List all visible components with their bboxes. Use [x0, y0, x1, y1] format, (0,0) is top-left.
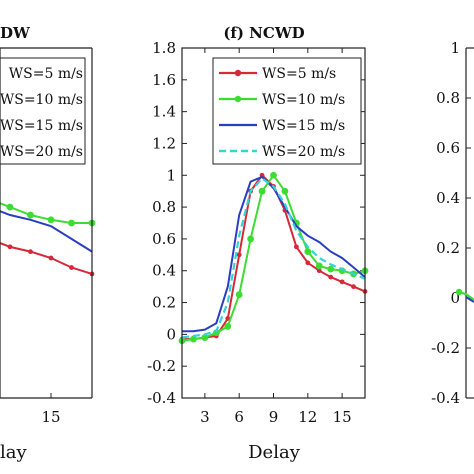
center-y-tick-label: 0.6 — [152, 230, 176, 248]
right-panel-series-stub-blue — [465, 296, 474, 303]
center-series-point-1 — [236, 252, 242, 258]
center-y-tick-label: 0.8 — [152, 198, 176, 216]
center-series-point-2 — [235, 291, 243, 298]
left-series-point-1 — [69, 265, 74, 270]
right-y-tick-label: -0.2 — [431, 339, 460, 357]
center-y-tick-label: 1.8 — [152, 39, 176, 57]
left-legend-label-4: WS=20 m/s — [0, 144, 83, 160]
center-series-line-2 — [181, 173, 366, 342]
center-y-tick-label: 1.6 — [152, 71, 176, 89]
right-y-tick-label: 0.6 — [436, 139, 460, 157]
left-legend-label-3: WS=15 m/s — [0, 118, 83, 134]
left-panel: DW WS=5 m/s WS=10 m/s WS=15 m/s WS=20 m/s 9… — [0, 24, 96, 463]
center-panel: (f) NCWD -0.4 -0.2 0 0.2 0.4 0.6 0.8 1 1.2 1.4 1.6… — [147, 24, 369, 463]
center-series-point-1 — [293, 244, 299, 250]
right-panel-point-stub-green — [455, 288, 463, 296]
center-panel-series — [178, 171, 369, 345]
center-series-point-2 — [304, 248, 312, 256]
center-x-tick-label: 6 — [234, 408, 244, 426]
left-legend-box — [0, 57, 86, 165]
center-panel-x-ticks: 3 6 9 12 15 — [200, 48, 352, 426]
center-panel-legend: WS=5 m/s WS=10 m/s WS=15 m/s WS=20 m/s — [212, 57, 362, 165]
center-series-line-3 — [182, 175, 366, 333]
left-legend-label-1: WS=5 m/s — [9, 66, 83, 82]
left-series-point-2 — [6, 203, 14, 211]
left-series-point-1 — [28, 249, 33, 255]
center-y-tick-label: -0.4 — [147, 389, 176, 407]
center-series-line-1 — [182, 173, 366, 341]
center-x-tick-label: 12 — [298, 408, 317, 426]
center-series-point-2 — [327, 265, 335, 273]
center-legend-label-2: WS=10 m/s — [262, 92, 345, 108]
right-panel-series — [455, 288, 474, 303]
center-series-point-2 — [224, 323, 232, 330]
left-series-point-2 — [27, 211, 34, 219]
center-panel-y-ticks: -0.4 -0.2 0 0.2 0.4 0.6 0.8 1 1.2 1.4 1.6 1.8 — [147, 39, 365, 407]
center-series-point-2 — [315, 262, 323, 270]
center-panel-title: (f) NCWD — [223, 24, 304, 42]
center-series-point-2 — [258, 187, 266, 195]
left-series-point-1 — [48, 255, 54, 261]
center-series-line-4 — [181, 177, 366, 339]
center-series-point-2 — [270, 171, 277, 179]
center-legend-label-1: WS=5 m/s — [262, 66, 336, 82]
center-series-point-1 — [225, 316, 231, 321]
center-series-point-1 — [339, 279, 345, 285]
center-series-point-2 — [201, 334, 209, 341]
center-series-point-1 — [316, 268, 322, 274]
left-series-line-3 — [0, 210, 93, 253]
center-panel-frame — [181, 47, 366, 399]
right-y-tick-label: 0 — [450, 289, 460, 307]
left-legend-label-2: WS=10 m/s — [0, 92, 83, 108]
center-y-tick-label: 1.2 — [152, 134, 176, 152]
center-y-tick-label: 0.4 — [152, 262, 176, 280]
center-series-point-2 — [281, 187, 289, 195]
right-panel: -0.4 -0.2 0 0.2 0.4 0.6 0.8 1 — [431, 39, 474, 407]
center-legend-marker-2 — [234, 95, 242, 103]
center-y-tick-label: -0.2 — [147, 357, 176, 375]
right-y-tick-label: 1 — [450, 39, 460, 57]
center-x-tick-label: 15 — [333, 408, 352, 426]
center-series-point-2 — [247, 235, 255, 243]
left-panel-series — [0, 202, 96, 277]
center-series-point-1 — [328, 274, 334, 280]
center-y-tick-label: 1.4 — [152, 103, 176, 121]
left-panel-x-axis-label: lay — [0, 442, 27, 463]
center-legend-marker-1 — [234, 69, 242, 77]
center-series-point-2 — [190, 335, 197, 343]
center-x-tick-label: 9 — [269, 408, 279, 426]
right-y-tick-label: -0.4 — [431, 389, 460, 407]
right-y-tick-label: 0.4 — [436, 189, 460, 207]
left-series-point-2 — [68, 219, 75, 227]
left-x-tick-label: 15 — [41, 408, 60, 426]
center-y-tick-label: 0 — [166, 325, 176, 343]
left-series-point-2 — [47, 216, 55, 224]
center-x-tick-label: 3 — [200, 408, 210, 426]
center-y-tick-label: 1 — [166, 166, 176, 184]
right-panel-y-ticks: -0.4 -0.2 0 0.2 0.4 0.6 0.8 1 — [431, 39, 471, 407]
center-series-point-1 — [351, 284, 356, 290]
center-panel-x-axis-label: Delay — [248, 442, 301, 463]
right-y-tick-label: 0.8 — [436, 89, 460, 107]
right-y-tick-label: 0.2 — [436, 239, 460, 257]
center-legend-label-3: WS=15 m/s — [262, 118, 345, 134]
left-panel-legend: WS=5 m/s WS=10 m/s WS=15 m/s WS=20 m/s — [0, 57, 86, 165]
center-series-point-1 — [305, 260, 311, 266]
center-y-tick-label: 0.2 — [152, 294, 176, 312]
left-panel-title: DW — [0, 24, 31, 42]
left-series-point-1 — [7, 244, 13, 250]
center-legend-label-4: WS=20 m/s — [262, 144, 345, 160]
